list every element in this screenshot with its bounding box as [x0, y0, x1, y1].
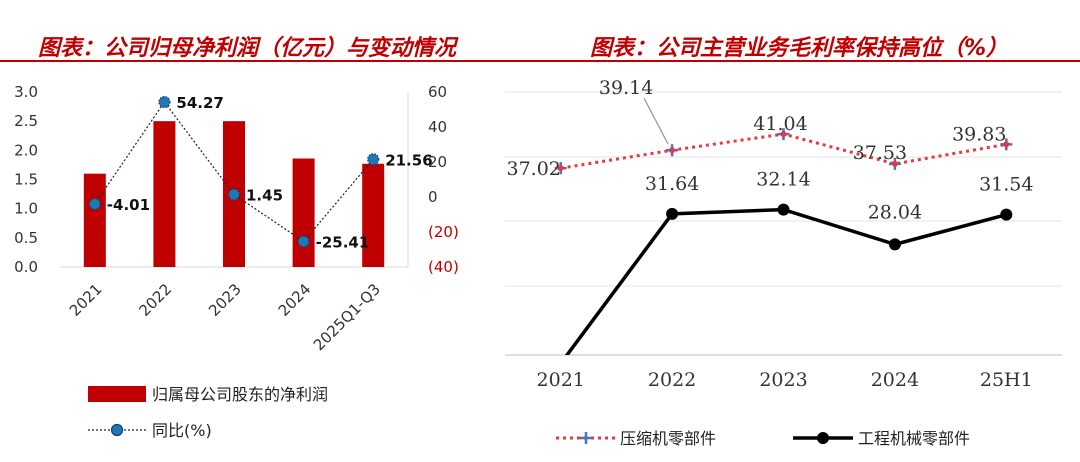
- construction-machinery-label: 31.54: [979, 174, 1033, 196]
- yoy-marker: [158, 95, 171, 109]
- compressor-label: 39.83: [952, 123, 1006, 145]
- y-left-tick-label: 0.5: [14, 229, 38, 247]
- y-left-tick-label: 0.0: [14, 258, 38, 276]
- label-leader-line: [643, 97, 669, 145]
- y-right-tick-label: 20: [428, 153, 447, 171]
- legend-compressor-marker: [580, 432, 592, 444]
- y-left-tick-label: 1.0: [14, 200, 38, 218]
- legend-line-label: 同比(%): [152, 421, 212, 440]
- construction-machinery-marker: [666, 207, 679, 220]
- y-left-tick-label: 1.5: [14, 171, 38, 189]
- compressor-label: 37.53: [853, 142, 907, 164]
- compressor-marker-dot: [1003, 141, 1010, 148]
- legend-line-marker: [110, 423, 124, 437]
- construction-machinery-line: [564, 207, 1007, 355]
- construction-machinery-marker: [888, 238, 901, 251]
- x-category-label: 2023: [759, 369, 807, 391]
- compressor-label: 39.14: [599, 77, 653, 99]
- x-category-label: 2022: [135, 280, 175, 320]
- y-right-tick-label: (20): [428, 223, 459, 241]
- x-category-label: 2022: [648, 369, 696, 391]
- x-category-label: 25H1: [980, 369, 1033, 391]
- yoy-data-label: -25.41: [316, 233, 370, 251]
- yoy-data-label: -4.01: [107, 196, 150, 214]
- x-category-label: 2025Q1-Q3: [310, 280, 384, 354]
- y-right-tick-label: 0: [428, 188, 438, 206]
- legend-bar-label: 归属母公司股东的净利润: [152, 385, 328, 404]
- compressor-label: 37.02: [506, 158, 560, 180]
- construction-machinery-label: 32.14: [756, 169, 810, 191]
- compressor-marker-dot: [891, 160, 898, 167]
- net-profit-chart: 3.0 2.5 2.0 1.5 1.0 0.5 0.0 60 40 20 0 (20) (40) -4.0…: [14, 83, 459, 440]
- yoy-marker: [367, 153, 380, 166]
- y-right-tick-label: 40: [428, 118, 447, 136]
- construction-machinery-marker: [1000, 208, 1013, 221]
- compressor-marker-dot: [780, 131, 787, 138]
- right-chart-title: 图表：公司主营业务毛利率保持高位（%）: [590, 36, 1009, 61]
- legend-compressor-label: 压缩机零部件: [620, 429, 716, 448]
- title-divider: [0, 60, 1080, 62]
- compressor-label: 41.04: [753, 113, 807, 135]
- construction-machinery-label: 28.04: [868, 201, 922, 223]
- yoy-data-label: 1.45: [246, 186, 283, 204]
- net-profit-bar: [292, 158, 315, 267]
- compressor-marker-dot: [669, 147, 676, 154]
- legend-construction-label: 工程机械零部件: [858, 429, 970, 448]
- x-category-label: 2023: [205, 280, 245, 320]
- legend-bar-swatch: [88, 386, 146, 402]
- gross-margin-chart: 2021 2022 2023 2024 25H1 31.64 32.14 28.04 31.54…: [505, 77, 1062, 448]
- y-right-tick-label: (40): [428, 258, 459, 276]
- yoy-marker: [88, 197, 101, 211]
- left-chart-title: 图表：公司归母净利润（亿元）与变动情况: [38, 36, 457, 61]
- legend-construction-marker: [817, 432, 829, 444]
- y-left-tick-label: 3.0: [14, 83, 38, 101]
- y-right-tick-label: 60: [428, 83, 447, 101]
- x-category-label: 2024: [871, 369, 919, 391]
- construction-machinery-marker: [777, 203, 790, 216]
- x-category-label: 2021: [66, 280, 106, 320]
- yoy-marker: [297, 235, 310, 248]
- x-category-label: 2021: [537, 369, 585, 391]
- net-profit-bar: [83, 173, 106, 267]
- compressor-marker-dot: [557, 165, 564, 172]
- yoy-data-label: 21.56: [385, 151, 432, 169]
- y-left-tick-label: 2.0: [14, 141, 38, 159]
- construction-machinery-label: 31.64: [645, 173, 699, 195]
- y-left-tick-label: 2.5: [14, 112, 38, 130]
- yoy-marker: [227, 188, 241, 201]
- x-category-label: 2024: [275, 280, 315, 320]
- net-profit-bar: [362, 163, 385, 267]
- net-profit-bar: [153, 121, 176, 268]
- yoy-data-label: 54.27: [176, 94, 223, 112]
